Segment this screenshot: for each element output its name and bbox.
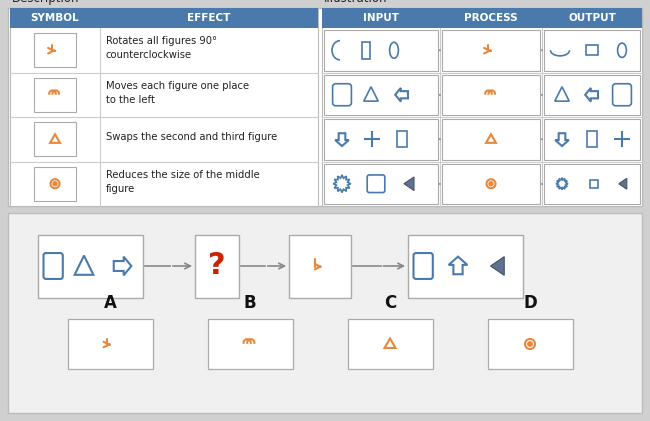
Circle shape [528, 342, 532, 346]
Text: OUTPUT: OUTPUT [568, 13, 616, 23]
Bar [442, 163, 540, 204]
Bar [442, 75, 540, 115]
Text: D: D [523, 294, 537, 312]
Bar [361, 42, 370, 59]
Text: EFFECT: EFFECT [187, 13, 231, 23]
Bar [34, 122, 76, 156]
Circle shape [53, 182, 57, 186]
FancyBboxPatch shape [612, 84, 631, 106]
Text: SYMBOL: SYMBOL [31, 13, 79, 23]
Bar [8, 213, 642, 413]
Text: A: A [103, 294, 116, 312]
Bar [324, 119, 438, 160]
Text: Illustration: Illustration [324, 0, 387, 5]
Bar [10, 8, 318, 206]
Text: Reduces the size of the middle
figure: Reduces the size of the middle figure [106, 170, 260, 194]
Bar [324, 163, 438, 204]
Bar [289, 234, 351, 298]
Text: Description: Description [12, 0, 79, 5]
Bar [10, 8, 318, 28]
Text: Swaps the second and third figure: Swaps the second and third figure [106, 132, 278, 142]
Text: Rotates all figures 90°
counterclockwise: Rotates all figures 90° counterclockwise [106, 36, 217, 60]
Bar [34, 33, 76, 67]
FancyBboxPatch shape [413, 253, 433, 279]
Circle shape [489, 182, 493, 186]
Bar [442, 30, 540, 70]
Bar [195, 234, 239, 298]
FancyBboxPatch shape [333, 84, 352, 106]
Bar [544, 75, 640, 115]
Text: ?: ? [208, 251, 226, 280]
Polygon shape [491, 257, 504, 275]
Bar [488, 319, 573, 369]
Bar [322, 8, 642, 206]
Bar [324, 75, 438, 115]
Bar [8, 8, 642, 206]
Bar [544, 119, 640, 160]
Polygon shape [619, 179, 627, 189]
FancyBboxPatch shape [44, 253, 63, 279]
Bar [68, 319, 153, 369]
Bar [442, 119, 540, 160]
Bar [590, 180, 598, 188]
Text: B: B [244, 294, 256, 312]
Bar [207, 319, 292, 369]
Bar [544, 30, 640, 70]
Bar [586, 45, 599, 56]
Text: PROCESS: PROCESS [464, 13, 518, 23]
Polygon shape [404, 177, 414, 191]
Bar [324, 30, 438, 70]
Text: C: C [384, 294, 396, 312]
Bar [38, 235, 143, 298]
Bar [587, 131, 597, 147]
Bar [34, 167, 76, 201]
Bar [396, 131, 407, 147]
Bar [34, 78, 76, 112]
Bar [348, 319, 432, 369]
Bar [322, 8, 642, 28]
Text: INPUT: INPUT [363, 13, 399, 23]
Bar [408, 234, 523, 298]
Text: Moves each figure one place
to the left: Moves each figure one place to the left [106, 81, 249, 105]
FancyBboxPatch shape [367, 175, 385, 192]
Bar [544, 163, 640, 204]
